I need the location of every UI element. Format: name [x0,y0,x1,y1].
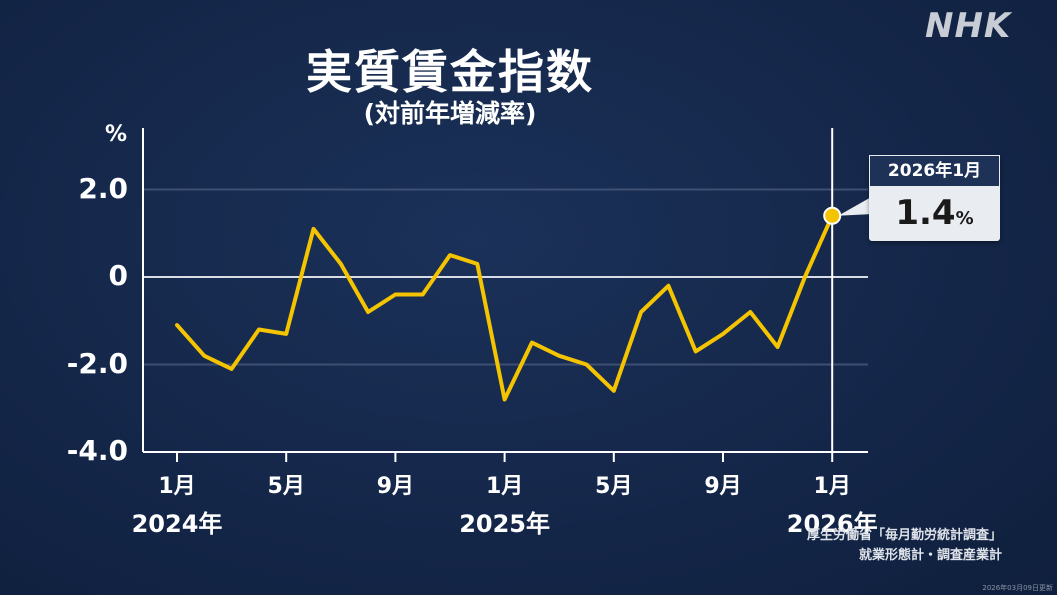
y-axis-unit: % [105,122,128,147]
broadcaster-logo: NHK [925,6,1012,46]
x-tick-label: 9月 [376,474,415,499]
series-line [175,213,835,402]
chart-subtitle: (対前年増減率) [363,99,537,128]
source-note: 厚生労働省「毎月勤労統計調査」 就業形態計・調査産業計 [807,526,1002,566]
y-tick-label: -4.0 [66,434,128,467]
x-tick-label: 1月 [485,474,524,499]
x-tick-label: 1月 [158,474,196,499]
callout-date: 2026年1月 [869,155,1000,187]
x-year-label: 2024年 [131,510,223,538]
source-line-2: 就業形態計・調査産業計 [858,548,1002,563]
callout-pointer [838,196,873,216]
highlight-marker [823,206,842,225]
y-tick-label: 2.0 [78,171,128,205]
source-line-1: 厚生労働省「毎月勤労統計調査」 [806,528,1002,543]
callout-number: 1.4 [895,193,956,233]
x-tick-label: 1月 [813,474,851,499]
latest-value-callout: 2026年1月 1.4% [869,155,1000,241]
chart-title: 実質賃金指数 [306,45,594,99]
x-year-label: 2025年 [459,510,550,538]
callout-unit: % [955,208,974,229]
y-tick-label: -2.0 [66,346,128,380]
update-stamp: 2026年03月09日更新 [982,584,1053,592]
x-tick-label: 5月 [595,474,633,499]
callout-value: 1.4% [869,189,1000,243]
y-tick-label: 0 [108,259,128,292]
x-tick-label: 5月 [267,474,305,499]
x-tick-label: 9月 [704,474,742,499]
x-year-label: 2026年 [786,510,878,538]
